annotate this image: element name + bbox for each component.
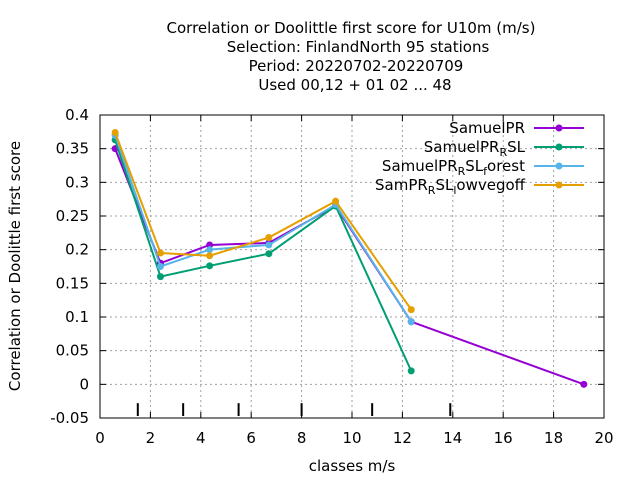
- series-line: [114, 139, 413, 372]
- legend-item: SamPRRSLlowvegoff: [375, 176, 584, 197]
- plot-frame: [99, 114, 605, 419]
- series-group: [111, 129, 588, 388]
- legend-swatch-point: [555, 162, 563, 170]
- data-point: [580, 380, 588, 388]
- legend-swatch-point: [555, 143, 563, 151]
- legend-item: SamuelPRRSLforest: [382, 157, 584, 178]
- chart-subtitle-used: Used 00,12 + 01 02 ... 48: [258, 76, 451, 94]
- series-line: [114, 134, 413, 323]
- y-axis-label: Correlation or Doolittle first score: [6, 141, 24, 391]
- y-tick-label: 0.35: [56, 140, 89, 158]
- x-tick-label: 4: [196, 429, 206, 447]
- x-axis: 0 2 4 6 8 10 12 14 16 18 20: [95, 115, 614, 447]
- series-4: [111, 129, 415, 314]
- series-3: [111, 131, 415, 326]
- legend-label: SamuelPRRSLforest: [382, 157, 525, 178]
- y-tick-label: 0.15: [56, 274, 89, 292]
- class-boundary-marks: [136, 403, 452, 416]
- series-line: [114, 132, 413, 311]
- data-point: [206, 246, 214, 254]
- x-tick-label: 20: [594, 429, 613, 447]
- legend: SamuelPRSamuelPRRSLSamuelPRRSLforestSamP…: [375, 119, 584, 197]
- data-point: [156, 273, 164, 281]
- legend-swatch-point: [555, 181, 563, 189]
- x-axis-label: classes m/s: [309, 457, 396, 475]
- x-tick-label: 6: [246, 429, 256, 447]
- y-tick-label: 0.05: [56, 342, 89, 360]
- legend-label: SamuelPRRSL: [424, 138, 526, 159]
- chart-subtitle-selection: Selection: FinlandNorth 95 stations: [227, 38, 490, 56]
- data-point: [206, 252, 214, 260]
- legend-item: SamuelPRRSL: [424, 138, 584, 159]
- y-tick-label: 0.25: [56, 207, 89, 225]
- y-tick-label: 0.1: [65, 308, 89, 326]
- x-tick-label: 14: [443, 429, 462, 447]
- data-point: [332, 197, 340, 205]
- data-point: [265, 250, 273, 258]
- legend-label: SamuelPR: [449, 119, 525, 137]
- x-tick-label: 8: [297, 429, 307, 447]
- data-point: [407, 306, 415, 314]
- y-axis: -0.05 0 0.05 0.1 0.15 0.2 0.25 0.3 0.35 0.4: [50, 106, 604, 427]
- x-tick-label: 10: [342, 429, 361, 447]
- data-point: [206, 262, 214, 270]
- x-tick-label: 0: [95, 429, 105, 447]
- data-point: [265, 234, 273, 242]
- y-tick-label: 0.3: [65, 173, 89, 191]
- y-tick-label: 0.2: [65, 241, 89, 259]
- legend-item: SamuelPR: [449, 119, 584, 137]
- x-tick-label: 12: [393, 429, 412, 447]
- x-tick-label: 2: [146, 429, 156, 447]
- chart-title-line: Correlation or Doolittle first score for…: [167, 19, 536, 37]
- data-point: [265, 241, 273, 249]
- y-tick-label: 0.4: [65, 106, 89, 124]
- data-point: [407, 318, 415, 326]
- data-point: [156, 263, 164, 270]
- chart-subtitle-period: Period: 20220702-20220709: [249, 57, 464, 75]
- grid: [100, 115, 604, 418]
- data-point: [156, 249, 164, 257]
- legend-label: SamPRRSLlowvegoff: [375, 176, 526, 197]
- chart-title: Correlation or Doolittle first score for…: [167, 19, 536, 94]
- data-point: [407, 367, 415, 375]
- x-tick-label: 18: [544, 429, 563, 447]
- legend-swatch-point: [555, 124, 563, 132]
- y-tick-label: -0.05: [50, 409, 89, 427]
- y-tick-label: 0: [79, 375, 89, 393]
- data-point: [111, 129, 119, 137]
- x-tick-label: 16: [494, 429, 513, 447]
